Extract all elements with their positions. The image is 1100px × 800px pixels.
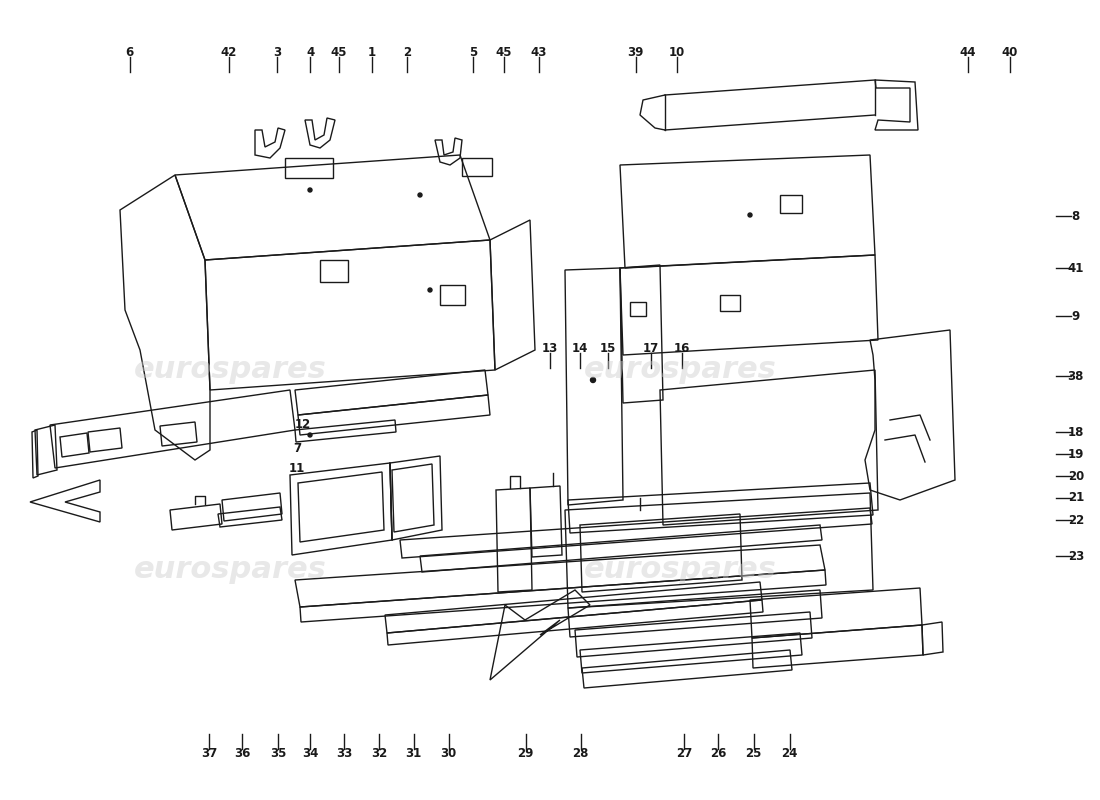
Text: 37: 37 xyxy=(201,747,217,760)
Text: 27: 27 xyxy=(676,747,692,760)
Text: 6: 6 xyxy=(125,46,134,58)
Text: 25: 25 xyxy=(746,747,761,760)
Circle shape xyxy=(428,288,432,292)
Text: 40: 40 xyxy=(1002,46,1018,58)
Text: 33: 33 xyxy=(337,747,352,760)
Text: 8: 8 xyxy=(1071,210,1080,222)
Circle shape xyxy=(418,193,422,197)
Text: 14: 14 xyxy=(572,342,587,354)
Bar xyxy=(780,195,802,213)
Text: 28: 28 xyxy=(573,747,588,760)
Text: 32: 32 xyxy=(372,747,387,760)
Text: eurospares: eurospares xyxy=(584,355,777,385)
Bar xyxy=(320,260,348,282)
Text: 30: 30 xyxy=(441,747,456,760)
Text: 35: 35 xyxy=(271,747,286,760)
Text: 13: 13 xyxy=(542,342,558,354)
Text: 21: 21 xyxy=(1068,491,1084,504)
Text: 38: 38 xyxy=(1068,370,1084,382)
Text: 1: 1 xyxy=(367,46,376,58)
Text: 39: 39 xyxy=(628,46,643,58)
Text: 34: 34 xyxy=(302,747,318,760)
Text: eurospares: eurospares xyxy=(584,555,777,585)
Bar xyxy=(440,285,465,305)
Text: 26: 26 xyxy=(711,747,726,760)
Text: 31: 31 xyxy=(406,747,421,760)
Circle shape xyxy=(748,213,752,217)
Text: 2: 2 xyxy=(403,46,411,58)
Text: eurospares: eurospares xyxy=(133,355,327,385)
Circle shape xyxy=(308,433,312,437)
Text: 16: 16 xyxy=(674,342,690,354)
Text: 11: 11 xyxy=(289,462,305,474)
Bar xyxy=(285,158,333,178)
Text: 22: 22 xyxy=(1068,514,1084,526)
Text: 17: 17 xyxy=(644,342,659,354)
Bar xyxy=(630,302,646,316)
Text: 7: 7 xyxy=(293,442,301,454)
Text: 43: 43 xyxy=(531,46,547,58)
Text: 9: 9 xyxy=(1071,310,1080,322)
Text: 41: 41 xyxy=(1068,262,1084,274)
Text: 45: 45 xyxy=(495,46,512,58)
Circle shape xyxy=(308,188,312,192)
Text: 18: 18 xyxy=(1068,426,1084,438)
Bar xyxy=(462,158,492,176)
Text: 44: 44 xyxy=(959,46,977,58)
Text: 20: 20 xyxy=(1068,470,1084,482)
Text: 24: 24 xyxy=(782,747,797,760)
Circle shape xyxy=(591,378,595,382)
Text: eurospares: eurospares xyxy=(133,555,327,585)
Text: 10: 10 xyxy=(669,46,684,58)
Text: 4: 4 xyxy=(306,46,315,58)
Text: 45: 45 xyxy=(330,46,348,58)
Text: 42: 42 xyxy=(221,46,236,58)
Text: 15: 15 xyxy=(601,342,616,354)
Text: 19: 19 xyxy=(1068,448,1084,461)
Text: 3: 3 xyxy=(273,46,282,58)
Text: 36: 36 xyxy=(234,747,250,760)
Bar xyxy=(720,295,740,311)
Text: 29: 29 xyxy=(518,747,534,760)
Text: 5: 5 xyxy=(469,46,477,58)
Text: 12: 12 xyxy=(295,418,310,430)
Text: 23: 23 xyxy=(1068,550,1084,562)
